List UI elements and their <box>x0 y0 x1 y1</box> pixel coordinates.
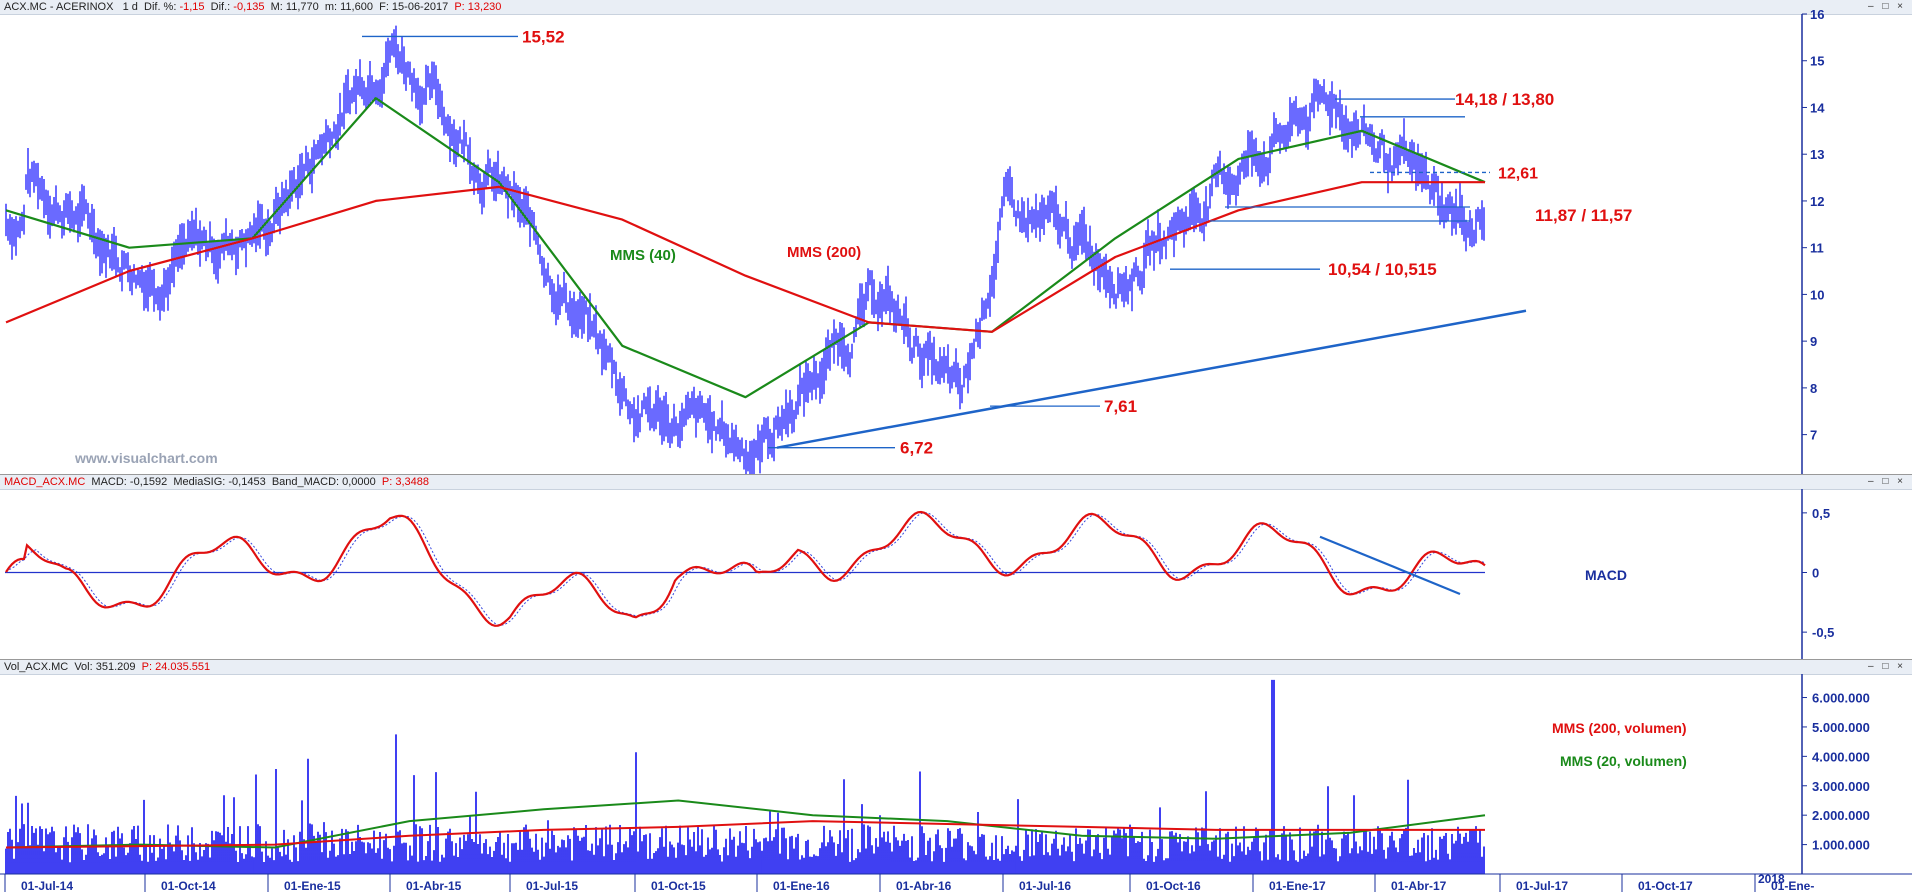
annotation-low_2016: 6,72 <box>900 439 933 458</box>
x-tick-label: 01-Oct-14 <box>161 879 216 893</box>
price-panel: ACX.MC - ACERINOX 1 d Dif. %: -1,15 Dif.… <box>0 0 1912 474</box>
y-tick-label: 7 <box>1810 428 1817 443</box>
y-tick-label: 2.000.000 <box>1812 808 1870 823</box>
annotation-support_recent: 11,87 / 11,57 <box>1535 206 1632 225</box>
x-tick-label: 01-Abr-15 <box>406 879 462 893</box>
panel-window-buttons[interactable]: – □ × <box>1868 1 1906 12</box>
x-year-label: 2018 <box>1758 872 1785 886</box>
y-tick-label: 15 <box>1810 54 1824 69</box>
x-tick-label: 01-Oct-15 <box>651 879 706 893</box>
annotation-resistance_2017: 14,18 / 13,80 <box>1455 90 1554 109</box>
panel-window-buttons[interactable]: – □ × <box>1868 661 1906 672</box>
x-tick-label: 01-Oct-17 <box>1638 879 1693 893</box>
mms40-label: MMS (40) <box>610 247 676 264</box>
macd-signal-line <box>5 512 1486 626</box>
x-tick-label: 01-Jul-16 <box>1019 879 1071 893</box>
macd-header-text: MACD_ACX.MC MACD: -0,1592 MediaSIG: -0,1… <box>4 476 429 488</box>
y-tick-label: 14 <box>1810 100 1825 115</box>
x-tick-label: 01-Jul-14 <box>21 879 73 893</box>
y-tick-label: 13 <box>1810 147 1824 162</box>
macd-downtrend-line <box>1319 535 1461 595</box>
vol-mms20-line <box>5 799 1486 849</box>
vol-mms200-line <box>5 820 1485 849</box>
y-tick-label: 11 <box>1810 241 1824 256</box>
y-tick-label: -0,5 <box>1812 625 1834 640</box>
y-tick-label: 5.000.000 <box>1812 720 1870 735</box>
volume-bars <box>5 679 1485 874</box>
x-tick-label: 01-Abr-17 <box>1391 879 1447 893</box>
mms200-line <box>5 181 1485 333</box>
y-tick-label: 16 <box>1810 7 1824 22</box>
price-bars <box>5 25 1485 474</box>
volume-panel: Vol_ACX.MC Vol: 351.209 P: 24.035.551 – … <box>0 659 1912 893</box>
volume-panel-header: Vol_ACX.MC Vol: 351.209 P: 24.035.551 – … <box>0 660 1912 675</box>
y-tick-label: 6.000.000 <box>1812 691 1870 706</box>
y-tick-label: 8 <box>1810 381 1817 396</box>
vol-mms20-label: MMS (20, volumen) <box>1560 753 1687 769</box>
price-panel-header: ACX.MC - ACERINOX 1 d Dif. %: -1,15 Dif.… <box>0 0 1912 15</box>
y-tick-label: 12 <box>1810 194 1824 209</box>
uptrend-line <box>776 309 1527 449</box>
macd-chart: 0,5 0 -0,5 MACD <box>5 489 1834 660</box>
x-tick-label: 01-Oct-16 <box>1146 879 1201 893</box>
y-tick-label: 0 <box>1812 566 1819 581</box>
annotation-high_2015: 15,52 <box>522 27 565 46</box>
y-tick-label: 1.000.000 <box>1812 838 1870 853</box>
annotation-level_1261: 12,61 <box>1498 165 1538 182</box>
y-tick-label: 10 <box>1810 287 1824 302</box>
price-chart: 16 15 14 13 12 11 10 9 8 7 15,52 6,72 7,61 14,18 / 13… <box>5 7 1825 474</box>
x-tick-label: 01-Ene-16 <box>773 879 830 893</box>
macd-line <box>5 510 1486 627</box>
macd-label: MACD <box>1585 567 1627 583</box>
annotation-low_jun16: 7,61 <box>1104 397 1137 416</box>
y-tick-label: 0,5 <box>1812 506 1830 521</box>
volume-header-text: Vol_ACX.MC Vol: 351.209 P: 24.035.551 <box>4 661 211 673</box>
x-tick-label: 01-Jul-15 <box>526 879 578 893</box>
x-tick-label: 01-Ene-15 <box>284 879 341 893</box>
vol-mms200-label: MMS (200, volumen) <box>1552 720 1687 736</box>
panel-window-buttons[interactable]: – □ × <box>1868 476 1906 487</box>
macd-panel: MACD_ACX.MC MACD: -0,1592 MediaSIG: -0,1… <box>0 474 1912 660</box>
x-tick-label: 01-Jul-17 <box>1516 879 1568 893</box>
macd-panel-header: MACD_ACX.MC MACD: -0,1592 MediaSIG: -0,1… <box>0 475 1912 490</box>
y-tick-label: 9 <box>1810 334 1817 349</box>
y-tick-label: 3.000.000 <box>1812 779 1870 794</box>
x-tick-label: 01-Ene- <box>1771 879 1814 893</box>
price-header-text: ACX.MC - ACERINOX 1 d Dif. %: -1,15 Dif.… <box>4 1 502 13</box>
x-tick-label: 01-Abr-16 <box>896 879 952 893</box>
y-tick-label: 4.000.000 <box>1812 749 1870 764</box>
volume-chart: 6.000.000 5.000.000 4.000.000 3.000.000 2.00… <box>0 674 1912 893</box>
annotation-support_oct16: 10,54 / 10,515 <box>1328 260 1437 279</box>
mms200-label: MMS (200) <box>787 244 861 261</box>
x-tick-label: 01-Ene-17 <box>1269 879 1326 893</box>
watermark: www.visualchart.com <box>74 450 218 466</box>
